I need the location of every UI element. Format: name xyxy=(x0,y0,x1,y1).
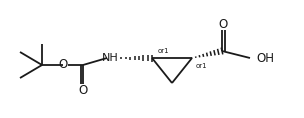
Text: O: O xyxy=(58,57,67,70)
Text: or1: or1 xyxy=(158,48,170,54)
Text: or1: or1 xyxy=(196,63,208,69)
Text: O: O xyxy=(78,84,88,97)
Text: O: O xyxy=(218,19,228,32)
Text: OH: OH xyxy=(256,51,274,65)
Text: NH: NH xyxy=(102,53,118,63)
